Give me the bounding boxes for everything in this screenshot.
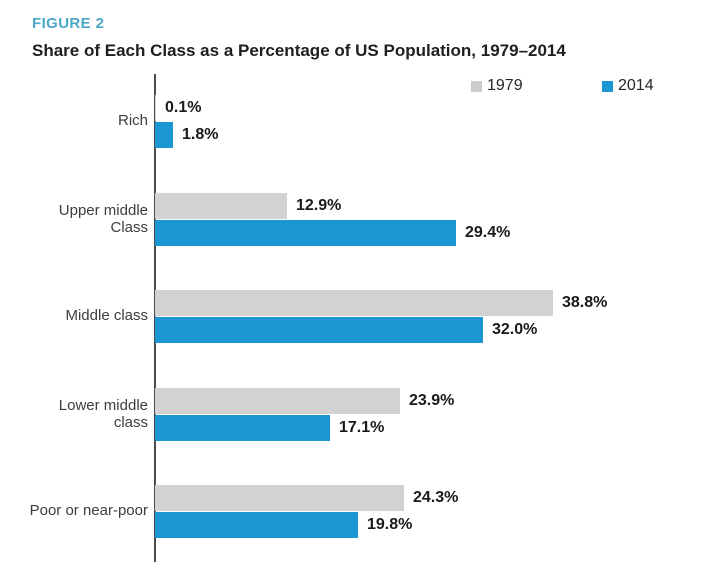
bar-1979-upper-middle-class xyxy=(155,193,287,219)
value-label-2014-middle-class: 32.0% xyxy=(492,321,538,338)
value-label-2014-upper-middle-class: 29.4% xyxy=(465,224,511,241)
category-label-rich: Rich xyxy=(117,112,148,130)
category-label-poor-or-near-poor: Poor or near-poor xyxy=(29,502,148,520)
legend-item-1979: 1979 xyxy=(471,77,523,95)
bar-2014-poor-or-near-poor xyxy=(155,512,358,538)
bar-1979-rich xyxy=(155,95,156,121)
value-label-2014-poor-or-near-poor: 19.8% xyxy=(367,516,413,533)
value-label-1979-poor-or-near-poor: 24.3% xyxy=(413,489,459,506)
value-label-2014-rich: 1.8% xyxy=(182,126,219,143)
bar-1979-middle-class xyxy=(155,290,553,316)
bar-2014-rich xyxy=(155,122,173,148)
bar-chart: Rich 0.1% 1.8% Upper middle Class 12.9% 29.4%… xyxy=(0,95,720,555)
category-label-middle-class: Middle class xyxy=(65,307,148,325)
legend-label-1979: 1979 xyxy=(487,77,523,94)
bar-2014-lower-middle-class xyxy=(155,415,330,441)
bar-2014-middle-class xyxy=(155,317,483,343)
legend-item-2014: 2014 xyxy=(602,77,654,95)
figure-label: FIGURE 2 xyxy=(32,15,105,32)
bar-group-rich: Rich 0.1% 1.8% xyxy=(0,95,720,148)
bar-group-upper-middle-class: Upper middle Class 12.9% 29.4% xyxy=(0,193,720,246)
value-label-1979-upper-middle-class: 12.9% xyxy=(296,197,342,214)
category-label-upper-middle-class: Upper middle Class xyxy=(58,202,148,236)
value-label-1979-rich: 0.1% xyxy=(165,99,202,116)
legend: 1979 2014 xyxy=(0,77,720,97)
value-label-2014-lower-middle-class: 17.1% xyxy=(339,419,385,436)
category-label-lower-middle-class: Lower middle class xyxy=(58,397,148,431)
value-label-1979-lower-middle-class: 23.9% xyxy=(409,392,455,409)
bar-1979-poor-or-near-poor xyxy=(155,485,404,511)
value-label-1979-middle-class: 38.8% xyxy=(562,294,608,311)
legend-swatch-2014 xyxy=(602,80,613,92)
bar-2014-upper-middle-class xyxy=(155,220,456,246)
legend-label-2014: 2014 xyxy=(618,77,654,94)
bar-1979-lower-middle-class xyxy=(155,388,400,414)
legend-swatch-1979 xyxy=(471,80,482,92)
bar-group-middle-class: Middle class 38.8% 32.0% xyxy=(0,290,720,343)
bar-group-poor-or-near-poor: Poor or near-poor 24.3% 19.8% xyxy=(0,485,720,538)
chart-title: Share of Each Class as a Percentage of U… xyxy=(32,41,566,60)
bar-group-lower-middle-class: Lower middle class 23.9% 17.1% xyxy=(0,388,720,441)
